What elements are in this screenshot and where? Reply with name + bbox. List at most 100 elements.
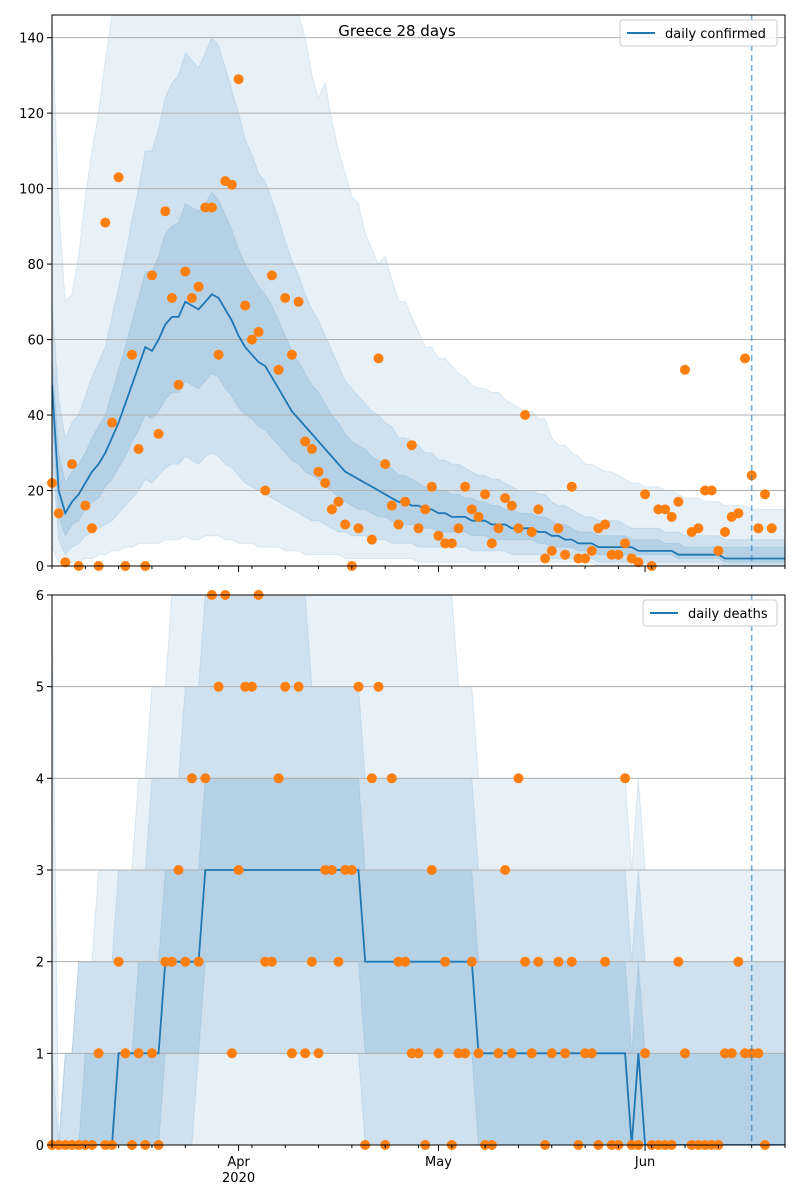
- data-point: [413, 523, 424, 534]
- band95-band: [52, 15, 785, 566]
- data-point: [373, 681, 384, 692]
- data-point: [266, 956, 277, 967]
- data-point: [293, 681, 304, 692]
- chart-title: Greece 28 days: [338, 22, 456, 40]
- data-point: [680, 1048, 690, 1059]
- data-point: [60, 557, 71, 568]
- data-point: [193, 956, 204, 967]
- data-point: [580, 553, 591, 564]
- data-point: [333, 496, 344, 507]
- x-tick-label: May: [425, 1155, 452, 1170]
- data-point: [420, 504, 431, 515]
- data-point: [753, 1048, 764, 1059]
- data-point: [500, 493, 511, 504]
- data-point: [766, 523, 777, 534]
- yticks-deaths: 0 1 2 3 4 5 6: [36, 589, 52, 1154]
- data-point: [160, 206, 171, 217]
- data-point: [680, 364, 690, 375]
- data-point: [613, 549, 624, 560]
- data-point: [493, 1048, 504, 1059]
- data-point: [460, 1048, 471, 1059]
- data-point: [340, 519, 351, 530]
- data-point: [633, 557, 644, 568]
- data-point: [186, 293, 197, 303]
- data-point: [87, 523, 97, 534]
- data-point: [493, 523, 504, 534]
- data-point: [147, 270, 157, 281]
- data-point: [320, 478, 331, 488]
- legend-label: daily confirmed: [665, 27, 766, 42]
- data-point: [526, 1048, 537, 1059]
- data-point: [306, 956, 317, 967]
- data-point: [426, 481, 437, 492]
- data-point: [153, 428, 164, 439]
- legend-box: [619, 19, 778, 47]
- band80-band: [52, 36, 785, 566]
- data-point: [147, 1048, 157, 1059]
- data-point: [333, 956, 344, 967]
- legend-box: [642, 599, 778, 627]
- data-point: [706, 485, 717, 496]
- band50-band: [52, 191, 785, 563]
- data-point: [506, 500, 517, 511]
- legend-deaths: daily deaths: [642, 599, 778, 627]
- data-point: [513, 773, 524, 784]
- data-point: [286, 1048, 297, 1059]
- data-point: [93, 1048, 104, 1059]
- data-point: [233, 74, 244, 85]
- data-point: [313, 1048, 324, 1059]
- y-tick-label: 5: [36, 681, 44, 696]
- data-point: [400, 956, 411, 967]
- data-point: [486, 538, 497, 549]
- data-point: [373, 353, 384, 364]
- data-point: [386, 500, 397, 511]
- x-tick-label: Jun: [634, 1155, 655, 1170]
- data-point: [533, 504, 544, 515]
- data-point: [693, 523, 704, 534]
- data-point: [180, 956, 191, 967]
- data-point: [293, 296, 304, 307]
- data-point: [473, 1048, 484, 1059]
- data-point: [433, 530, 444, 541]
- data-point: [67, 459, 77, 470]
- data-point: [386, 773, 397, 784]
- data-point: [313, 466, 324, 477]
- data-point: [166, 956, 177, 967]
- data-point: [546, 545, 557, 556]
- data-point: [127, 349, 137, 360]
- data-point: [180, 266, 191, 277]
- data-point: [566, 481, 577, 492]
- data-point: [260, 485, 271, 496]
- data-point: [540, 553, 551, 564]
- data-point: [666, 511, 677, 522]
- data-point: [553, 523, 564, 534]
- data-point: [720, 527, 730, 537]
- data-point: [173, 379, 184, 390]
- legend-label: daily deaths: [688, 607, 768, 622]
- data-point: [280, 293, 291, 303]
- data-point: [640, 489, 651, 500]
- data-point: [520, 410, 531, 420]
- data-point: [426, 865, 437, 875]
- data-point: [213, 349, 224, 360]
- data-point: [366, 773, 377, 784]
- data-point: [740, 353, 750, 364]
- data-point: [600, 519, 611, 530]
- data-point: [713, 545, 724, 556]
- data-point: [640, 1048, 651, 1059]
- y-tick-label: 6: [36, 589, 44, 604]
- data-point: [446, 538, 457, 549]
- data-point: [393, 519, 404, 530]
- data-point: [586, 545, 597, 556]
- data-point: [726, 1048, 737, 1059]
- data-point: [453, 523, 464, 534]
- data-point: [113, 172, 124, 183]
- data-point: [300, 436, 311, 447]
- xticks-confirmed: [51, 566, 786, 572]
- data-point: [346, 865, 357, 875]
- data-point: [460, 481, 471, 492]
- data-point: [566, 956, 577, 967]
- data-point: [620, 773, 631, 784]
- y-tick-label: 0: [36, 1139, 44, 1154]
- y-tick-label: 80: [27, 258, 44, 273]
